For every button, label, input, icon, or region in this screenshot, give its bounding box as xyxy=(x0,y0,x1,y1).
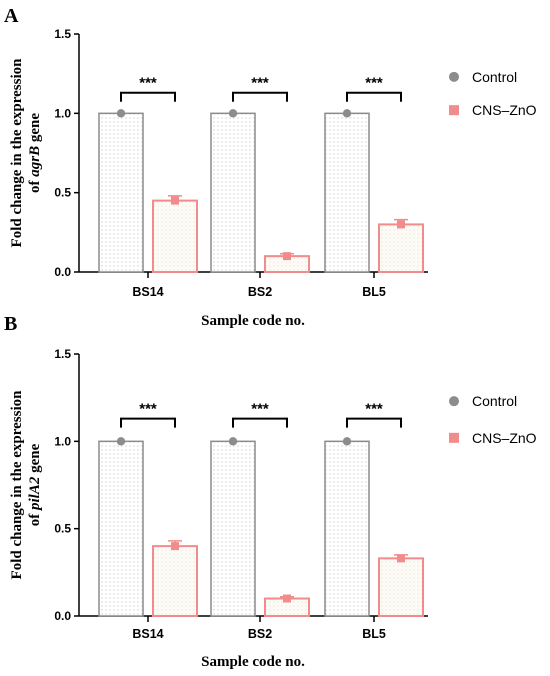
treatment-point xyxy=(283,594,291,603)
control-point xyxy=(228,109,238,118)
legend-treatment-marker xyxy=(449,105,459,116)
legend-control-marker xyxy=(449,71,459,82)
treatment-point xyxy=(397,554,405,563)
significance-bracket xyxy=(346,417,402,428)
category-label: BL5 xyxy=(362,285,386,299)
y-tick-label: 0.0 xyxy=(54,265,71,279)
treatment-point xyxy=(283,252,291,261)
y-axis-label: Fold change in the expression of pilA2 ge… xyxy=(9,390,43,580)
y-tick-label: 1.0 xyxy=(54,106,71,120)
bar-control xyxy=(98,112,144,273)
significance-label: *** xyxy=(365,75,383,92)
significance-label: *** xyxy=(251,75,269,92)
x-axis-label: Sample code no. xyxy=(201,654,305,670)
category-label: BS14 xyxy=(132,627,163,641)
panel-letter: B xyxy=(4,313,17,335)
legend-control-label: Control xyxy=(472,393,517,409)
significance-bracket xyxy=(232,91,288,102)
significance-bracket xyxy=(346,91,402,102)
y-tick-label: 1.5 xyxy=(54,347,71,361)
legend-control-label: Control xyxy=(472,69,517,85)
y-tick-label: 0.5 xyxy=(54,522,71,536)
bar-treatment xyxy=(378,223,424,273)
significance-label: *** xyxy=(251,401,269,418)
legend-treatment-label: CNS–ZnO xyxy=(472,430,537,446)
bar-control xyxy=(324,440,370,617)
bar-control xyxy=(324,112,370,273)
treatment-point xyxy=(171,542,179,551)
bar-control xyxy=(210,112,256,273)
y-tick-label: 0.5 xyxy=(54,186,71,200)
category-label: BL5 xyxy=(362,627,386,641)
control-point xyxy=(342,437,352,446)
control-point xyxy=(116,109,126,118)
y-tick-label: 0.0 xyxy=(54,609,71,623)
bar-treatment xyxy=(152,199,198,274)
bar-control xyxy=(210,440,256,617)
panel-b: B 0.0 0.5 1.0 1.5 Fold change in the expressi… xyxy=(4,313,537,670)
treatment-point xyxy=(397,220,405,229)
category-label: BS2 xyxy=(248,627,272,641)
significance-label: *** xyxy=(139,401,157,418)
bar-treatment xyxy=(152,545,198,618)
category-label: BS14 xyxy=(132,285,163,299)
control-point xyxy=(116,437,126,446)
bar-treatment xyxy=(378,557,424,617)
significance-bracket xyxy=(120,91,176,102)
y-tick-label: 1.0 xyxy=(54,434,71,448)
legend-treatment-label: CNS–ZnO xyxy=(472,102,537,118)
panel-a: A 0.0 0.5 1.0 1.5 Fold change in the expressi… xyxy=(4,5,537,329)
treatment-point xyxy=(171,196,179,205)
bar-control xyxy=(98,440,144,617)
panel-letter: A xyxy=(4,5,19,27)
legend-control-marker xyxy=(449,396,459,407)
significance-label: *** xyxy=(365,401,383,418)
control-point xyxy=(342,109,352,118)
significance-bracket xyxy=(232,417,288,428)
legend-treatment-marker xyxy=(449,432,459,443)
significance-label: *** xyxy=(139,75,157,92)
category-label: BS2 xyxy=(248,285,272,299)
significance-bracket xyxy=(120,417,176,428)
y-tick-label: 1.5 xyxy=(54,27,71,41)
y-axis-label: Fold change in the expression of agrB gen… xyxy=(9,58,43,248)
x-axis-label: Sample code no. xyxy=(201,313,305,329)
control-point xyxy=(228,437,238,446)
